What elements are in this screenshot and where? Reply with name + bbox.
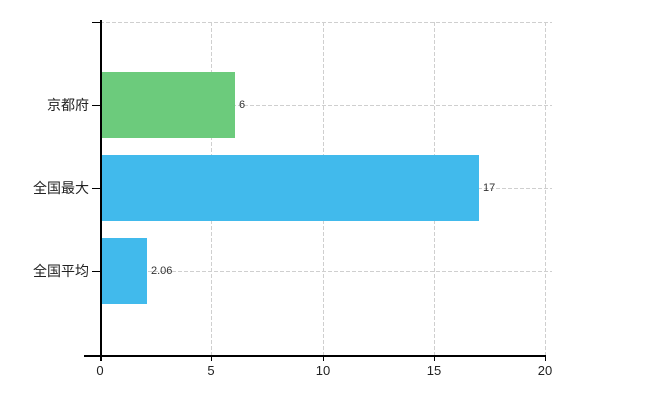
x-tick-label-10: 10: [315, 363, 331, 378]
x-tick-15: [434, 355, 435, 361]
value-label-0: 6: [239, 99, 246, 111]
x-tick-label-0: 0: [96, 363, 104, 378]
category-label-2: 全国平均: [33, 263, 89, 279]
x-tick-label-5: 5: [207, 363, 215, 378]
x-tick-10: [323, 355, 324, 361]
x-axis: [84, 355, 545, 357]
y-axis: [100, 20, 102, 361]
x-tick-20: [545, 355, 546, 361]
gridline-category-0: [100, 105, 552, 106]
y-tick-top: [92, 22, 100, 23]
x-tick-5: [211, 355, 212, 361]
category-label-1: 全国最大: [33, 180, 89, 196]
category-label-0: 京都府: [47, 97, 89, 113]
y-tick-1: [92, 188, 100, 189]
gridline-x-20: [545, 22, 546, 355]
x-tick-label-20: 20: [537, 363, 553, 378]
value-label-1: 17: [483, 182, 496, 194]
bar-全国平均: [101, 238, 147, 304]
bar-京都府: [101, 72, 235, 138]
gridline-top: [100, 22, 552, 23]
y-tick-0: [92, 105, 100, 106]
gridline-category-2: [100, 271, 552, 272]
x-tick-0: [100, 355, 101, 361]
y-tick-2: [92, 271, 100, 272]
bar-全国最大: [101, 155, 479, 221]
value-label-2: 2.06: [151, 265, 173, 277]
x-tick-label-15: 15: [426, 363, 442, 378]
